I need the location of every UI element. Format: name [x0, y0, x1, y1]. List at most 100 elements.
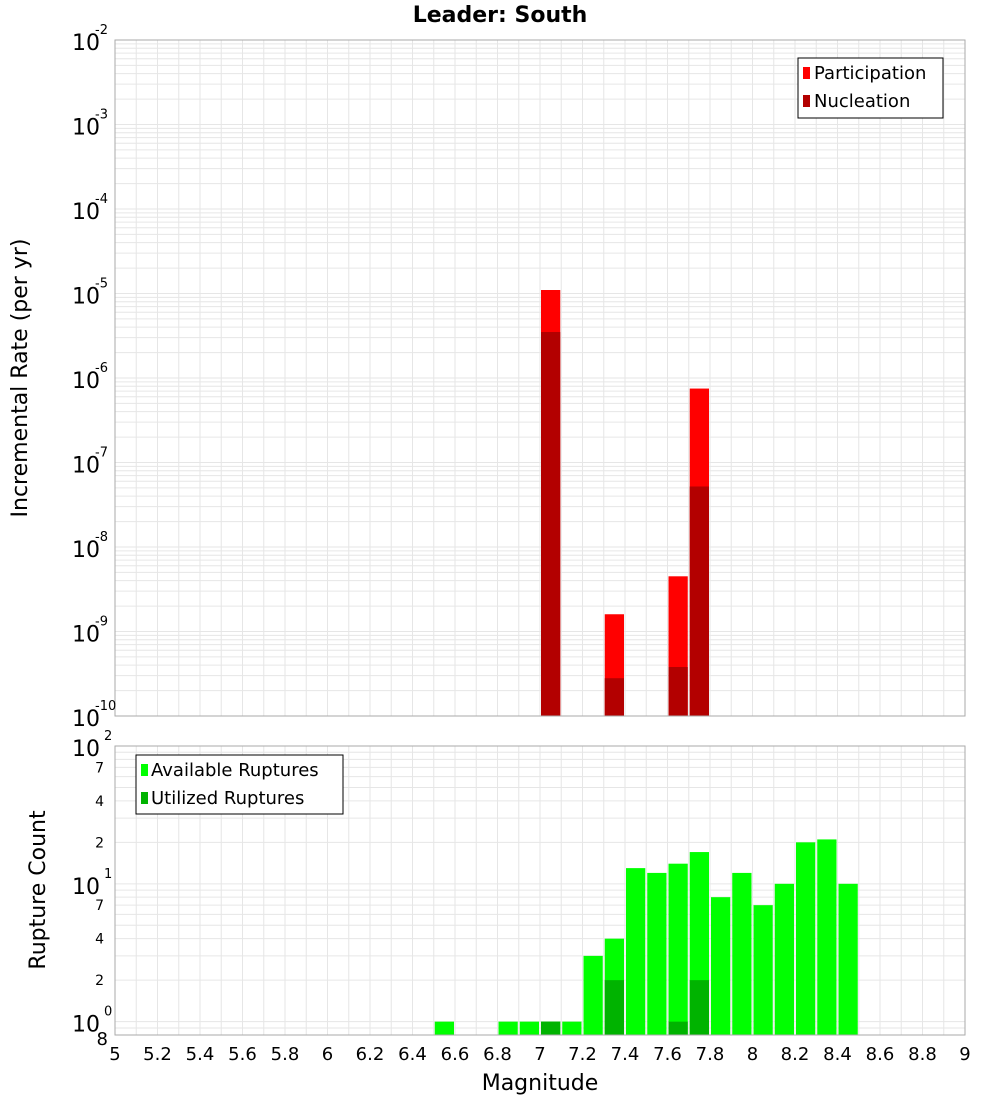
x-tick-label: 7.4	[611, 1044, 640, 1065]
legend-swatch-utilized	[141, 792, 148, 804]
bottom-legend-box	[135, 754, 344, 815]
x-tick-label: 9	[959, 1044, 970, 1065]
x-tick-label: 6.8	[483, 1044, 512, 1065]
y-tick-exponent: -9	[95, 615, 108, 630]
bottom-plot-frame	[114, 745, 966, 1036]
bar-utilized-ruptures	[668, 1021, 688, 1035]
x-tick-label: 8.2	[781, 1044, 810, 1065]
bottom-y-minor-tick-label: 4	[95, 932, 104, 948]
bar-available-ruptures	[498, 1021, 518, 1035]
top-y-tick-label: 10-5	[72, 277, 108, 310]
y-tick-exponent: 1	[104, 867, 112, 882]
y-tick-exponent: -4	[95, 192, 108, 207]
y-tick-base: 10	[72, 116, 100, 141]
y-tick-base: 10	[72, 737, 100, 762]
x-tick-label: 7.8	[696, 1044, 725, 1065]
bottom-y-minor-tick-label: 4	[95, 794, 104, 810]
top-y-tick-label: 10-8	[72, 530, 108, 563]
x-tick-label: 8	[747, 1044, 758, 1065]
bar-available-ruptures	[838, 883, 858, 1035]
bar-utilized-ruptures	[689, 980, 709, 1035]
top-y-tick-label: 10-4	[72, 192, 108, 225]
x-tick-label: 6.6	[441, 1044, 470, 1065]
x-tick-label: 6.2	[356, 1044, 385, 1065]
bar-available-ruptures	[796, 842, 816, 1035]
bar-available-ruptures	[519, 1021, 539, 1035]
y-tick-base: 10	[72, 31, 100, 56]
bar-available-ruptures	[626, 868, 646, 1035]
y-tick-exponent: -5	[95, 277, 108, 292]
x-tick-label: 5.6	[228, 1044, 257, 1065]
bar-nucleation	[541, 332, 561, 716]
y-tick-base: 10	[72, 285, 100, 310]
top-legend: Participation Nucleation	[797, 57, 944, 119]
x-tick-label: 6	[322, 1044, 333, 1065]
bar-nucleation	[668, 667, 688, 716]
top-y-tick-label: 10-9	[72, 615, 108, 648]
bar-available-ruptures	[774, 883, 794, 1035]
x-tick-label: 5.2	[143, 1044, 172, 1065]
x-tick-label: 5	[109, 1044, 120, 1065]
bar-available-ruptures	[711, 897, 731, 1035]
bar-utilized-ruptures	[541, 1021, 561, 1035]
bar-utilized-ruptures	[604, 980, 624, 1035]
x-tick-label: 7.2	[568, 1044, 597, 1065]
y-tick-base: 10	[72, 1013, 100, 1038]
legend-label-nucleation: Nucleation	[814, 91, 910, 112]
legend-label-participation: Participation	[814, 63, 926, 84]
top-y-tick-label: 10-6	[72, 361, 108, 394]
y-tick-exponent: -7	[95, 446, 108, 461]
top-y-tick-label: 10-3	[72, 108, 108, 141]
y-tick-exponent: -10	[95, 699, 116, 714]
x-tick-label: 7.6	[653, 1044, 682, 1065]
x-tick-label: 7	[534, 1044, 545, 1065]
bottom-legend: Available Ruptures Utilized Ruptures	[135, 754, 344, 815]
y-tick-exponent: 2	[104, 729, 112, 744]
x-tick-label: 6.4	[398, 1044, 427, 1065]
top-plot-frame	[114, 39, 966, 717]
y-tick-exponent: -3	[95, 108, 108, 123]
y-tick-base: 10	[72, 538, 100, 563]
y-tick-base: 10	[72, 875, 100, 900]
bottom-y-axis-label: Rupture Count	[26, 810, 51, 970]
y-tick-exponent: -2	[95, 23, 108, 38]
x-tick-label: 5.8	[271, 1044, 300, 1065]
y-tick-exponent: 0	[104, 1005, 112, 1020]
y-tick-exponent: -8	[95, 530, 108, 545]
bottom-y-major-tick-label: 10 2	[72, 729, 112, 762]
x-tick-label: 8.4	[823, 1044, 852, 1065]
bar-available-ruptures	[753, 905, 773, 1035]
bottom-y-minor-tick-label: 2	[95, 835, 104, 851]
top-y-tick-label: 10-7	[72, 446, 108, 479]
bar-available-ruptures	[732, 872, 752, 1035]
y-tick-base: 10	[72, 200, 100, 225]
legend-swatch-nucleation	[803, 95, 810, 107]
bar-available-ruptures	[434, 1021, 454, 1035]
x-tick-label: 5.4	[186, 1044, 215, 1065]
bottom-y-major-tick-label: 10 1	[72, 867, 112, 900]
bar-available-ruptures	[817, 839, 837, 1035]
y-tick-base: 10	[72, 623, 100, 648]
top-y-tick-label: 10-10	[72, 699, 116, 732]
bar-nucleation	[604, 678, 624, 716]
bottom-y-minor-tick-label: 8	[97, 1029, 108, 1050]
bar-nucleation	[689, 486, 709, 716]
y-tick-base: 10	[72, 454, 100, 479]
bar-available-ruptures	[668, 863, 688, 1035]
bottom-y-major-tick-label: 10 0	[72, 1005, 112, 1038]
x-tick-label: 8.6	[866, 1044, 895, 1065]
top-y-axis-label: Incremental Rate (per yr)	[8, 239, 33, 518]
y-tick-base: 10	[72, 707, 100, 732]
y-tick-base: 10	[72, 369, 100, 394]
legend-swatch-participation	[803, 67, 810, 79]
legend-label-utilized: Utilized Ruptures	[151, 788, 304, 809]
x-axis-label: Magnitude	[482, 1071, 599, 1096]
y-tick-exponent: -6	[95, 361, 108, 376]
bar-available-ruptures	[647, 872, 667, 1035]
bar-available-ruptures	[562, 1021, 582, 1035]
legend-swatch-available	[141, 764, 148, 776]
bottom-y-minor-tick-label: 7	[95, 760, 104, 776]
legend-label-available: Available Ruptures	[151, 760, 319, 781]
